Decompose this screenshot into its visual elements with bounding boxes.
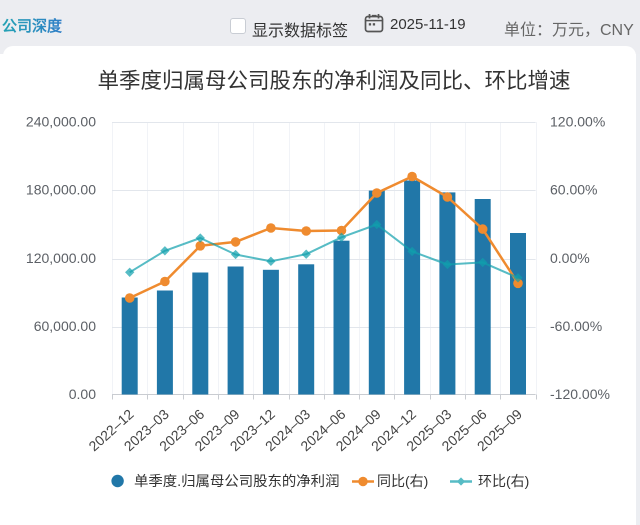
svg-text:0.00: 0.00 bbox=[69, 386, 96, 402]
svg-text:环比(右): 环比(右) bbox=[478, 473, 529, 489]
svg-text:120,000.00: 120,000.00 bbox=[26, 250, 96, 266]
svg-text:60.00%: 60.00% bbox=[550, 182, 597, 198]
svg-text:120.00%: 120.00% bbox=[550, 114, 605, 130]
svg-text:240,000.00: 240,000.00 bbox=[26, 114, 96, 130]
svg-text:180,000.00: 180,000.00 bbox=[26, 182, 96, 198]
svg-text:单季度.归属母公司股东的净利润: 单季度.归属母公司股东的净利润 bbox=[134, 473, 339, 490]
svg-text:-60.00%: -60.00% bbox=[550, 318, 602, 334]
svg-text:60,000.00: 60,000.00 bbox=[34, 318, 96, 334]
svg-text:同比(右): 同比(右) bbox=[377, 473, 428, 489]
svg-text:0.00%: 0.00% bbox=[550, 250, 590, 266]
svg-text:-120.00%: -120.00% bbox=[550, 386, 610, 402]
